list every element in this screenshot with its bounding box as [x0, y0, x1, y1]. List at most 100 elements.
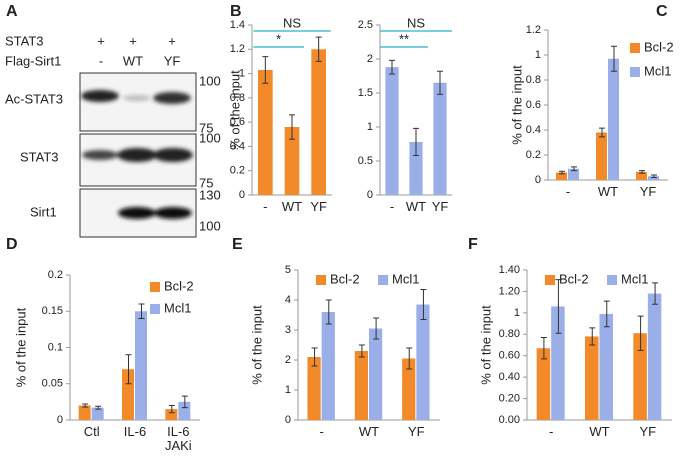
bar: [596, 132, 607, 180]
y-tick-label: 1.2: [526, 24, 541, 36]
blot-header-label: Flag-Sirt1: [5, 53, 61, 68]
mw-marker: 100: [199, 73, 221, 88]
legend-label: Mcl1: [621, 271, 648, 286]
y-tick-label: 1.5: [358, 87, 373, 99]
y-axis-label: % of the input: [478, 305, 493, 385]
mw-marker: 100: [199, 218, 221, 233]
error-bar: [373, 317, 380, 340]
band: [118, 207, 156, 219]
y-tick-label: 0.4: [230, 140, 245, 152]
lane-label: -: [99, 53, 103, 68]
x-tick-label-box: WT: [281, 200, 303, 214]
bar: [585, 336, 599, 420]
bar: [91, 407, 104, 420]
legend-label: Bcl-2: [164, 278, 194, 293]
bar: [402, 358, 416, 420]
x-tick-label: YF: [408, 425, 425, 439]
y-tick-label: 1.20: [499, 285, 520, 297]
significance-label: *: [276, 31, 281, 46]
x-tick-label: -: [389, 200, 395, 214]
y-tick-label: 0.05: [42, 378, 63, 390]
y-tick-label: 0.2: [48, 269, 63, 281]
mw-marker: 75: [199, 120, 213, 135]
x-tick-label: -: [263, 200, 268, 214]
mw-marker: 75: [199, 175, 213, 190]
x-tick-label-box: WT: [406, 200, 426, 214]
y-tick-label: 1.2: [230, 43, 245, 55]
error-bar: [652, 282, 659, 305]
x-tick-label-box: -: [263, 200, 268, 214]
x-tick-label: Ctl: [83, 425, 100, 439]
band: [81, 90, 119, 102]
error-bar: [95, 405, 102, 410]
x-tick-label-box: -: [565, 185, 571, 199]
bar: [284, 127, 300, 195]
bar: [178, 401, 191, 420]
legend-swatch: [607, 275, 617, 285]
panel-label: C: [656, 3, 668, 20]
y-tick-label: 0.2: [230, 165, 245, 177]
lane-label: YF: [164, 53, 181, 68]
x-tick-label: WT: [281, 200, 303, 214]
x-tick-label-box: YF: [640, 185, 657, 199]
x-tick-label-box: Ctl: [83, 425, 100, 439]
legend-label: Mcl1: [644, 63, 671, 78]
error-bar: [406, 347, 413, 370]
x-tick-label: -: [565, 185, 571, 199]
legend-label: Bcl-2: [559, 271, 589, 286]
bar: [307, 357, 321, 420]
bar: [556, 172, 567, 180]
bar: [551, 306, 565, 420]
band: [154, 207, 192, 219]
y-tick-label: 1: [514, 307, 520, 319]
mw-marker: 100: [199, 130, 221, 145]
y-tick-label: 1: [285, 384, 291, 396]
y-axis-label: % of the input: [509, 65, 524, 145]
x-tick-label-box: -: [319, 425, 323, 439]
error-bar: [82, 403, 89, 408]
y-tick-label: 0: [57, 414, 63, 426]
bar: [647, 293, 662, 420]
y-tick-label: 2: [285, 354, 291, 366]
y-tick-label: 1: [535, 49, 541, 61]
x-tick-label-box: -: [549, 425, 553, 439]
bar: [416, 304, 430, 420]
bar: [536, 348, 551, 420]
error-bar: [289, 114, 295, 140]
y-tick-label: 1.40: [499, 264, 520, 276]
error-bar: [181, 395, 188, 409]
x-tick-label-box: YF: [431, 200, 449, 214]
error-bar: [571, 166, 577, 172]
bar: [608, 58, 619, 180]
y-tick-label: 0: [239, 189, 245, 201]
panel-label: F: [468, 236, 478, 253]
y-tick-label: 0.60: [499, 350, 520, 362]
y-tick-label: 0.8: [230, 92, 245, 104]
band: [153, 148, 193, 162]
y-axis-label: % of the input: [249, 305, 264, 385]
x-tick-label-box: YF: [408, 425, 425, 439]
bar: [258, 69, 273, 195]
lane-label: +: [168, 33, 176, 48]
x-tick-label-box: YF: [640, 425, 657, 439]
bar: [135, 311, 147, 420]
y-tick-label: 1: [367, 121, 373, 133]
y-tick-label: 0.1: [48, 341, 63, 353]
panel-label: A: [6, 3, 18, 20]
lane-label: +: [97, 33, 105, 48]
legend-label: Bcl-2: [644, 39, 674, 54]
legend-swatch: [630, 43, 640, 53]
bar: [636, 171, 647, 180]
significance-label: **: [399, 31, 409, 46]
y-tick-label: 0.20: [499, 392, 520, 404]
error-bar: [168, 405, 175, 414]
x-tick-label: YF: [431, 200, 449, 214]
error-bar: [559, 170, 565, 175]
y-tick-label: 0.80: [499, 328, 520, 340]
x-tick-label: WT: [589, 425, 610, 439]
legend-label: Bcl-2: [330, 271, 360, 286]
y-tick-label: 0: [535, 174, 541, 186]
x-tick-label-box: -: [389, 200, 395, 214]
band: [123, 95, 151, 101]
